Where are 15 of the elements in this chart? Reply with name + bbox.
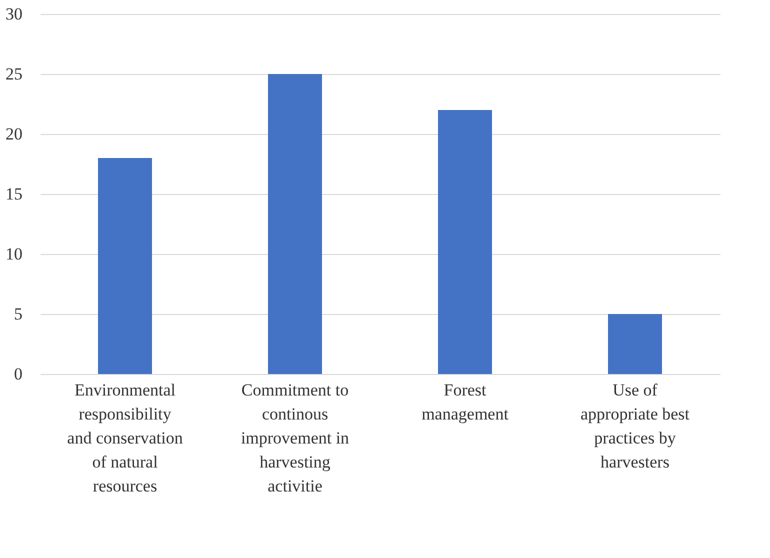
x-tick-label: Forest management <box>422 380 509 424</box>
x-tick-label: Environmental responsibility and conservation of natural resources <box>67 380 184 496</box>
y-tick-label: 25 <box>6 64 22 84</box>
bar <box>438 110 492 374</box>
y-tick-label: 15 <box>6 184 22 204</box>
bar <box>98 158 152 374</box>
y-tick-label: 30 <box>6 4 22 24</box>
y-tick-label: 5 <box>14 304 22 324</box>
bar <box>608 314 662 374</box>
x-tick-label: Use of appropriate best practices by harvesters <box>580 380 690 472</box>
y-tick-label: 20 <box>6 124 22 144</box>
y-tick-label: 10 <box>6 244 22 264</box>
bar <box>268 74 322 374</box>
y-tick-label: 0 <box>14 364 22 384</box>
x-tick-label: Commitment to continous improvement in harvesting activitie <box>240 380 350 496</box>
